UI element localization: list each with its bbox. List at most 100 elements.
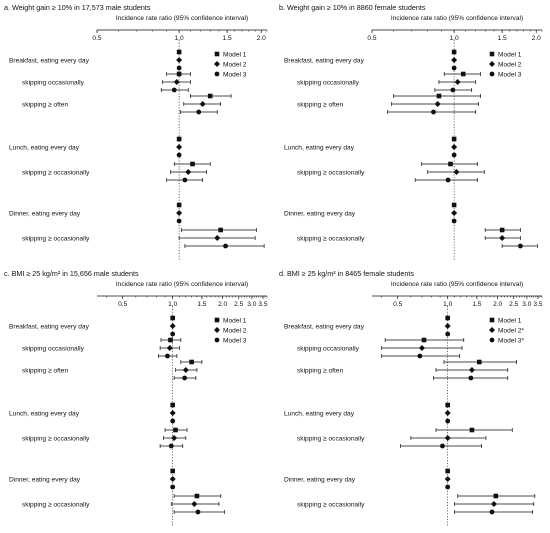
point-estimate	[451, 202, 457, 208]
point-estimate	[176, 49, 182, 55]
forest-plot-svg: d. BMI ≥ 25 kg/m² in 8465 female student…	[279, 269, 543, 526]
x-tick-label: 2.0	[532, 35, 541, 42]
point-estimate	[450, 87, 456, 93]
point-estimate	[444, 476, 451, 482]
point-estimate	[189, 359, 194, 365]
point-estimate	[218, 227, 223, 233]
legend-label: Model 2	[223, 327, 247, 334]
x-axis-label: Incidence rate ratio (95% confidence int…	[391, 15, 523, 22]
group-label: skipping ≥ occasionally	[22, 501, 90, 508]
group-label: skipping ≥ occasionally	[297, 435, 365, 442]
point-estimate	[176, 144, 183, 150]
group-label: Dinner, eating every day	[9, 210, 81, 217]
point-estimate	[445, 468, 450, 474]
point-estimate	[444, 410, 451, 416]
point-estimate	[499, 235, 506, 241]
point-estimate	[176, 210, 183, 216]
legend-marker	[489, 51, 495, 57]
point-estimate	[191, 501, 198, 507]
point-estimate	[490, 501, 497, 507]
group-label: Dinner, eating every day	[9, 476, 81, 483]
point-estimate	[454, 79, 461, 85]
point-estimate	[185, 169, 192, 175]
panel-title: b. Weight gain ≥ 10% in 8860 female stud…	[279, 3, 426, 12]
legend-marker	[214, 327, 220, 333]
forest-panel-b: b. Weight gain ≥ 10% in 8860 female stud…	[275, 0, 550, 267]
point-estimate	[195, 509, 201, 515]
point-estimate	[182, 177, 188, 183]
legend-marker	[489, 317, 495, 323]
x-tick-label: 1.5	[472, 301, 481, 308]
point-estimate	[451, 65, 457, 71]
point-estimate	[170, 402, 175, 408]
x-tick-label: 2.0	[257, 35, 266, 42]
x-tick-label: 3.5	[258, 301, 267, 308]
point-estimate	[176, 152, 182, 158]
x-axis-label: Incidence rate ratio (95% confidence int…	[116, 281, 248, 288]
point-estimate	[489, 509, 495, 515]
point-estimate	[445, 418, 451, 424]
x-tick-label: 1.5	[498, 35, 507, 42]
x-tick-label: 2.0	[218, 301, 227, 308]
point-estimate	[440, 443, 445, 449]
legend-label: Model 2*	[498, 327, 524, 334]
point-estimate	[445, 177, 451, 183]
forest-panel-a: a. Weight gain ≥ 10% in 17,573 male stud…	[0, 0, 275, 267]
point-estimate	[445, 315, 450, 321]
point-estimate	[453, 169, 460, 175]
legend-label: Model 1	[223, 317, 247, 324]
group-label: skipping ≥ occasionally	[297, 235, 365, 242]
point-estimate	[518, 243, 523, 249]
point-estimate	[190, 161, 195, 167]
forest-plot-svg: c. BMI ≥ 25 kg/m² in 15,656 male student…	[4, 269, 268, 526]
group-label: skipping ≥ occasionally	[22, 435, 90, 442]
point-estimate	[434, 101, 441, 107]
x-tick-label: 1.5	[197, 301, 206, 308]
point-estimate	[417, 353, 423, 359]
point-estimate	[214, 235, 221, 241]
point-estimate	[166, 345, 173, 351]
group-label: Dinner, eating every day	[284, 210, 356, 217]
point-estimate	[173, 427, 178, 433]
x-tick-label: 3.0	[522, 301, 531, 308]
legend-label: Model 3	[498, 71, 522, 78]
point-estimate	[445, 331, 451, 337]
point-estimate	[445, 484, 451, 490]
legend-marker	[214, 71, 220, 77]
point-estimate	[421, 337, 427, 343]
legend-label: Model 1	[223, 51, 247, 58]
point-estimate	[431, 109, 436, 115]
group-label: skipping ≥ occasionally	[22, 235, 90, 242]
panel-title: a. Weight gain ≥ 10% in 17,573 male stud…	[4, 3, 151, 12]
point-estimate	[418, 345, 425, 351]
point-estimate	[176, 71, 182, 77]
point-estimate	[451, 210, 458, 216]
legend-marker	[489, 337, 495, 343]
x-tick-label: 2.5	[234, 301, 243, 308]
point-estimate	[194, 493, 200, 499]
group-label: skipping occasionally	[297, 79, 360, 86]
point-estimate	[451, 152, 457, 158]
group-label: skipping ≥ often	[297, 101, 343, 108]
point-estimate	[468, 367, 475, 373]
legend-label: Model 3	[223, 337, 247, 344]
point-estimate	[445, 402, 450, 408]
point-estimate	[170, 331, 176, 337]
group-label: Lunch, eating every day	[9, 410, 80, 417]
forest-plot-svg: a. Weight gain ≥ 10% in 17,573 male stud…	[4, 3, 268, 260]
x-axis-label: Incidence rate ratio (95% confidence int…	[116, 15, 248, 22]
group-label: skipping ≥ often	[22, 367, 68, 374]
x-tick-label: 0.5	[118, 301, 127, 308]
point-estimate	[451, 144, 458, 150]
point-estimate	[170, 468, 175, 474]
point-estimate	[493, 493, 499, 499]
point-estimate	[469, 427, 475, 433]
legend-label: Model 2	[223, 61, 247, 68]
point-estimate	[444, 435, 451, 441]
forest-panel-c: c. BMI ≥ 25 kg/m² in 15,656 male student…	[0, 266, 275, 533]
group-label: skipping occasionally	[297, 345, 360, 352]
forest-panel-d: d. BMI ≥ 25 kg/m² in 8465 female student…	[275, 266, 550, 533]
legend-label: Model 1	[498, 317, 522, 324]
x-tick-label: 1.0	[168, 301, 177, 308]
point-estimate	[451, 49, 457, 55]
